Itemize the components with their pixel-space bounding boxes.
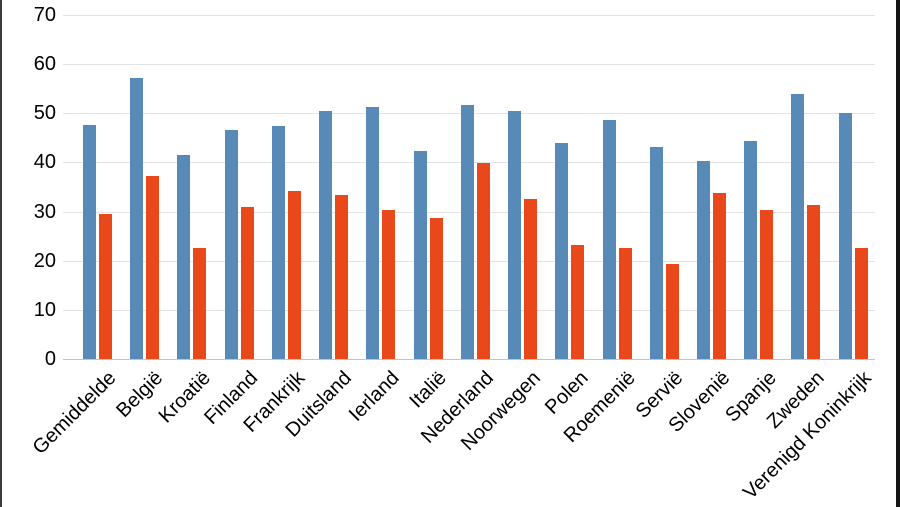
bar-blue-ierland — [366, 107, 379, 359]
bar-blue-frankrijk — [272, 126, 285, 359]
bar-blue-verenigd-koninkrijk — [839, 113, 852, 359]
gridline — [63, 15, 875, 16]
window-left-edge — [0, 0, 2, 507]
bar-blue-gemiddelde — [83, 125, 96, 359]
bar-orange-frankrijk — [288, 191, 301, 359]
y-tick-label: 60 — [33, 53, 56, 75]
bar-orange-verenigd-koninkrijk — [855, 248, 868, 359]
bar-blue-duitsland — [319, 111, 332, 359]
bar-blue-nederland — [461, 105, 474, 359]
bar-blue-noorwegen — [508, 111, 521, 359]
y-tick-label: 0 — [44, 348, 56, 370]
bar-blue-finland — [225, 130, 238, 359]
window-right-edge — [896, 0, 900, 507]
bar-blue-kroatië — [177, 155, 190, 359]
bar-orange-servië — [666, 264, 679, 359]
bar-orange-duitsland — [335, 195, 348, 359]
bar-orange-roemenië — [619, 248, 632, 359]
bar-blue-belgië — [130, 78, 143, 359]
gridline — [63, 64, 875, 65]
bar-blue-servië — [650, 147, 663, 359]
bar-orange-kroatië — [193, 248, 206, 359]
bar-orange-gemiddelde — [99, 214, 112, 359]
bar-blue-spanje — [744, 141, 757, 359]
bar-orange-nederland — [477, 163, 490, 359]
bar-orange-polen — [571, 245, 584, 359]
bar-orange-belgië — [146, 176, 159, 359]
y-tick-label: 40 — [33, 151, 56, 173]
bar-orange-noorwegen — [524, 199, 537, 359]
y-tick-label: 20 — [33, 250, 56, 272]
bar-blue-roemenië — [603, 120, 616, 359]
bar-orange-italië — [430, 218, 443, 359]
y-tick-label: 30 — [33, 201, 56, 223]
bar-orange-slovenië — [713, 193, 726, 359]
bar-orange-finland — [241, 207, 254, 359]
bar-orange-spanje — [760, 210, 773, 359]
x-axis-line — [63, 359, 875, 360]
bar-orange-ierland — [382, 210, 395, 359]
y-tick-label: 10 — [33, 299, 56, 321]
bar-blue-slovenië — [697, 161, 710, 359]
bar-blue-italië — [414, 151, 427, 359]
y-tick-label: 50 — [33, 102, 56, 124]
bar-blue-polen — [555, 143, 568, 359]
x-axis-label: Ierland — [344, 367, 404, 426]
bar-blue-zweden — [791, 94, 804, 359]
y-tick-label: 70 — [33, 4, 56, 26]
x-axis-label: Gemiddelde — [28, 367, 120, 459]
bar-orange-zweden — [807, 205, 820, 359]
